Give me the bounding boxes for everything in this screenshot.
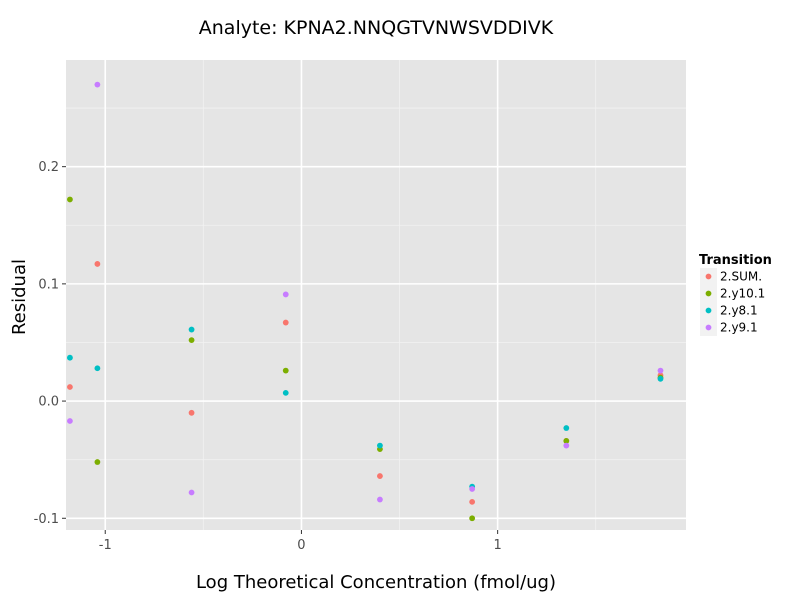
major-gridlines — [66, 60, 686, 530]
x-tick-label: 1 — [494, 538, 502, 553]
legend-key-marker — [705, 307, 712, 314]
data-point-2-y9-1 — [657, 367, 664, 374]
data-point-2-y8-1 — [188, 326, 195, 333]
legend-key-marker — [705, 324, 712, 331]
data-point-2-y10-1 — [282, 367, 289, 374]
legend: Transition 2.SUM. 2.y10.1 2.y8.1 2.y9.1 — [699, 253, 772, 336]
plot-panel — [66, 60, 686, 530]
data-point-2-y9-1 — [188, 489, 195, 496]
data-point-2-y10-1 — [94, 459, 101, 465]
data-point-2-sum — [469, 498, 476, 505]
y-tick-label: 0.2 — [38, 160, 59, 175]
data-point-2-sum — [67, 384, 73, 390]
data-point-2-y9-1 — [94, 81, 101, 88]
y-tick-label: 0.1 — [38, 277, 59, 292]
data-point-2-y8-1 — [282, 389, 289, 396]
x-axis-title: Log Theoretical Concentration (fmol/ug) — [196, 572, 556, 593]
data-point-2-y8-1 — [563, 425, 570, 431]
legend-label: 2.y8.1 — [720, 304, 758, 318]
data-point-2-sum — [282, 319, 289, 326]
data-point-2-y10-1 — [67, 196, 73, 203]
x-tick-label: 0 — [297, 538, 305, 553]
legend-item-2-y10-1: 2.y10.1 — [700, 285, 765, 302]
data-point-2-y8-1 — [377, 442, 383, 449]
minor-gridlines — [66, 60, 686, 530]
data-point-2-y9-1 — [377, 496, 383, 503]
legend-label: 2.y10.1 — [720, 287, 765, 301]
y-tick-label: -0.1 — [34, 512, 59, 527]
y-tick-label: 0.0 — [38, 395, 59, 410]
legend-label: 2.SUM. — [720, 270, 762, 284]
data-point-2-sum — [188, 409, 195, 416]
data-points — [67, 81, 664, 522]
legend-item-2-sum: 2.SUM. — [700, 268, 762, 285]
data-point-2-y8-1 — [67, 354, 73, 361]
legend-key-marker — [705, 290, 712, 297]
legend-title: Transition — [699, 253, 772, 268]
data-point-2-y9-1 — [563, 442, 570, 449]
data-point-2-y10-1 — [563, 438, 570, 444]
x-axis: -1 0 1 — [99, 530, 502, 553]
legend-key-marker — [705, 273, 712, 280]
chart-title: Analyte: KPNA2.NNQGTVNWSVDDIVK — [199, 17, 554, 39]
data-point-2-y10-1 — [188, 337, 195, 344]
legend-item-2-y9-1: 2.y9.1 — [700, 319, 758, 336]
data-point-2-y9-1 — [282, 291, 289, 298]
legend-items: 2.SUM. 2.y10.1 2.y8.1 2.y9.1 — [700, 268, 765, 336]
data-point-2-y9-1 — [67, 418, 73, 424]
x-tick-label: -1 — [99, 538, 112, 553]
data-point-2-sum — [377, 473, 383, 479]
data-point-2-y9-1 — [469, 486, 476, 492]
y-axis-title: Residual — [9, 259, 30, 335]
data-point-2-y8-1 — [657, 375, 664, 382]
data-point-2-y10-1 — [469, 515, 476, 522]
legend-label: 2.y9.1 — [720, 321, 758, 335]
data-point-2-y8-1 — [94, 365, 101, 372]
legend-item-2-y8-1: 2.y8.1 — [700, 302, 758, 319]
data-point-2-sum — [94, 261, 101, 267]
y-axis: -0.1 0.0 0.1 0.2 — [34, 160, 66, 527]
series-2-y9-1 — [67, 81, 664, 503]
